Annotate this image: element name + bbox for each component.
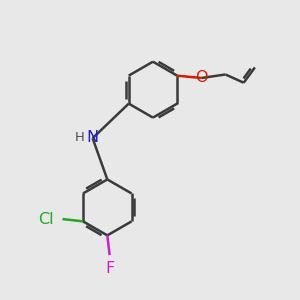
Text: N: N [86, 130, 99, 145]
Text: F: F [105, 261, 114, 276]
Text: O: O [195, 70, 208, 85]
Text: Cl: Cl [39, 212, 54, 226]
Text: H: H [75, 130, 84, 143]
